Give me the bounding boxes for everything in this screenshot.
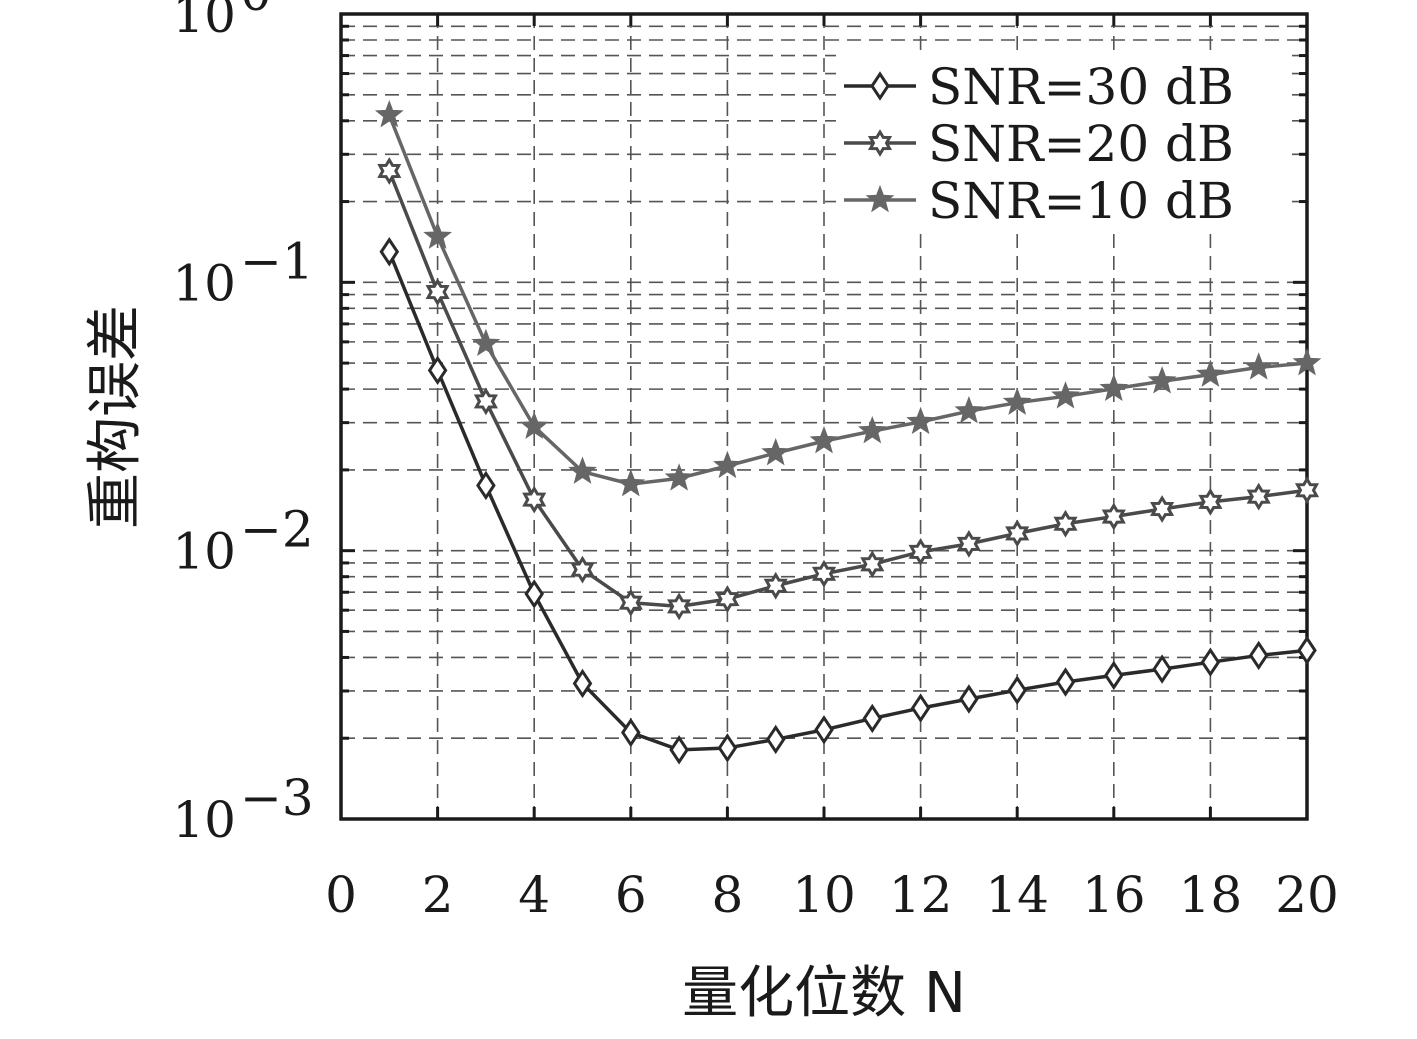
data-point-marker <box>669 735 689 765</box>
series-group <box>377 157 1320 621</box>
data-point-marker <box>1099 373 1129 402</box>
y-tick-exponent: −2 <box>240 501 314 559</box>
data-point-marker <box>860 550 885 579</box>
y-tick-labels: 10010−110−210−3 <box>172 0 313 849</box>
data-point-marker <box>1196 359 1225 387</box>
data-point-marker <box>715 585 740 613</box>
data-point-marker <box>959 684 979 714</box>
data-point-marker <box>717 733 738 763</box>
data-point-marker <box>1198 487 1223 516</box>
y-axis-label: 重构误差 <box>83 305 148 529</box>
data-point-marker <box>476 470 496 501</box>
x-tick-label: 14 <box>985 866 1049 924</box>
data-point-marker <box>1055 667 1076 697</box>
data-point-marker <box>473 387 498 416</box>
data-point-marker <box>1007 675 1028 705</box>
data-point-marker <box>713 450 742 479</box>
data-point-marker <box>1200 647 1221 677</box>
plot-frame <box>339 12 1309 821</box>
data-point-marker <box>809 425 839 454</box>
x-axis-label: 量化位数 N <box>682 961 966 1026</box>
data-point-marker <box>519 411 549 439</box>
y-tick-label: 10 <box>172 254 236 312</box>
data-point-marker <box>1101 502 1126 531</box>
x-tick-label: 18 <box>1179 866 1243 924</box>
data-point-marker <box>379 237 400 267</box>
data-point-marker <box>1147 366 1177 394</box>
legend-label: SNR=30 dB <box>928 58 1234 116</box>
x-tick-label: 16 <box>1082 866 1146 924</box>
legend-label: SNR=10 dB <box>928 172 1234 230</box>
data-point-marker <box>616 469 646 497</box>
data-point-marker <box>857 415 887 444</box>
data-point-marker <box>423 221 452 249</box>
data-point-marker <box>1005 519 1030 548</box>
data-point-marker <box>870 71 890 101</box>
data-point-marker <box>427 355 448 386</box>
x-tick-labels: 0 2 4 6 8 10 12 14 16 18 20 <box>325 866 1339 924</box>
x-tick-label: 0 <box>325 866 357 924</box>
data-point-marker <box>664 463 694 491</box>
data-point-marker <box>865 184 895 213</box>
data-point-marker <box>471 328 501 357</box>
data-point-marker <box>867 129 893 157</box>
data-point-marker <box>568 456 597 484</box>
data-point-marker <box>570 555 595 584</box>
data-point-marker <box>524 579 545 609</box>
x-tick-label: 6 <box>615 866 647 924</box>
data-point-marker <box>1297 635 1317 666</box>
x-tick-label: 12 <box>889 866 953 924</box>
data-point-marker <box>954 396 984 424</box>
y-tick-label: 10 <box>172 523 236 581</box>
y-tick-exponent: 0 <box>240 0 272 22</box>
data-point-marker <box>814 715 834 745</box>
x-tick-label: 20 <box>1275 866 1339 924</box>
data-point-marker <box>1152 654 1172 684</box>
data-point-marker <box>425 278 450 306</box>
data-point-marker <box>1053 509 1078 538</box>
data-point-marker <box>620 717 641 748</box>
y-tick-label: 10 <box>172 0 236 44</box>
data-point-marker <box>761 437 791 466</box>
y-tick-exponent: −3 <box>240 769 314 827</box>
data-point-marker <box>1292 347 1322 376</box>
data-point-marker <box>618 588 643 617</box>
legend-label: SNR=20 dB <box>928 115 1234 173</box>
data-point-marker <box>910 693 931 723</box>
data-point-marker <box>572 668 593 699</box>
data-point-marker <box>1294 476 1320 505</box>
data-point-marker <box>1244 352 1274 380</box>
data-point-marker <box>1248 640 1269 671</box>
data-point-marker <box>1002 387 1032 415</box>
data-point-marker <box>956 529 981 558</box>
x-tick-label: 4 <box>518 866 550 924</box>
series-layer <box>374 99 1322 765</box>
y-tick-label: 10 <box>172 791 236 849</box>
data-point-marker <box>862 703 883 734</box>
data-point-marker <box>908 537 933 566</box>
data-point-marker <box>906 406 935 435</box>
data-point-marker <box>1103 660 1124 691</box>
x-tick-label: 8 <box>711 866 743 924</box>
data-point-marker <box>1150 495 1175 523</box>
data-point-marker <box>765 724 786 755</box>
x-tick-label: 10 <box>792 866 856 924</box>
data-point-marker <box>374 99 404 128</box>
data-point-marker <box>763 571 788 600</box>
data-point-marker <box>667 592 692 621</box>
data-point-marker <box>377 157 402 185</box>
series-group <box>374 99 1322 497</box>
data-point-marker <box>1051 381 1080 409</box>
y-tick-exponent: −1 <box>240 232 314 290</box>
data-point-marker <box>1246 482 1271 511</box>
series-line <box>387 114 1308 486</box>
series-group <box>379 237 1317 765</box>
data-point-marker <box>522 485 547 514</box>
x-tick-label: 2 <box>422 866 454 924</box>
data-point-marker <box>811 559 837 588</box>
